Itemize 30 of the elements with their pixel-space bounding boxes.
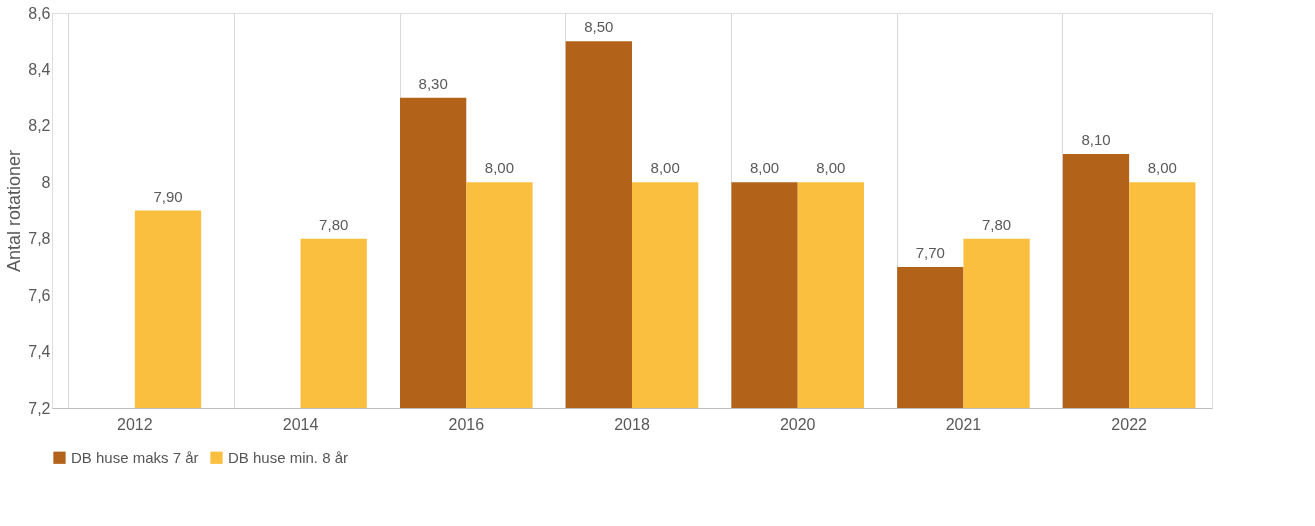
y-tick-label: 8,6 [28, 4, 51, 22]
x-tick-label: 2014 [282, 415, 319, 433]
data-label: 8,00 [484, 159, 515, 177]
legend-label: DB huse maks 7 år [71, 448, 199, 466]
y-tick-label: 7,2 [28, 399, 51, 417]
x-tick-label: 2020 [779, 415, 816, 433]
data-label: 7,80 [981, 215, 1012, 233]
legend-label: DB huse min. 8 år [228, 448, 349, 466]
data-label: 7,80 [319, 215, 349, 233]
y-tick-label: 7,4 [28, 343, 51, 361]
y-tick-label: 8 [41, 173, 51, 191]
data-label: 8,00 [749, 159, 780, 177]
y-tick-label: 7,8 [28, 230, 51, 248]
x-tick-label: 2016 [448, 415, 485, 433]
y-tick-label: 8,2 [28, 117, 51, 135]
y-tick-label: 8,4 [28, 60, 51, 78]
x-tick-label: 2022 [1111, 415, 1148, 433]
x-tick-label: 2012 [117, 415, 153, 433]
x-tick-label: 2021 [945, 415, 982, 433]
data-label: 7,90 [153, 187, 183, 205]
data-label: 7,70 [915, 243, 945, 261]
x-tick-label: 2018 [614, 415, 650, 433]
data-label: 8,00 [816, 159, 846, 177]
y-axis-title: Antal rotationer [4, 149, 25, 273]
data-label: 8,00 [1147, 159, 1177, 177]
data-label: 8,50 [584, 18, 614, 36]
data-label: 8,00 [650, 159, 680, 177]
data-label: 8,10 [1081, 131, 1111, 149]
data-label: 8,30 [418, 74, 448, 92]
y-tick-label: 7,6 [28, 286, 51, 304]
